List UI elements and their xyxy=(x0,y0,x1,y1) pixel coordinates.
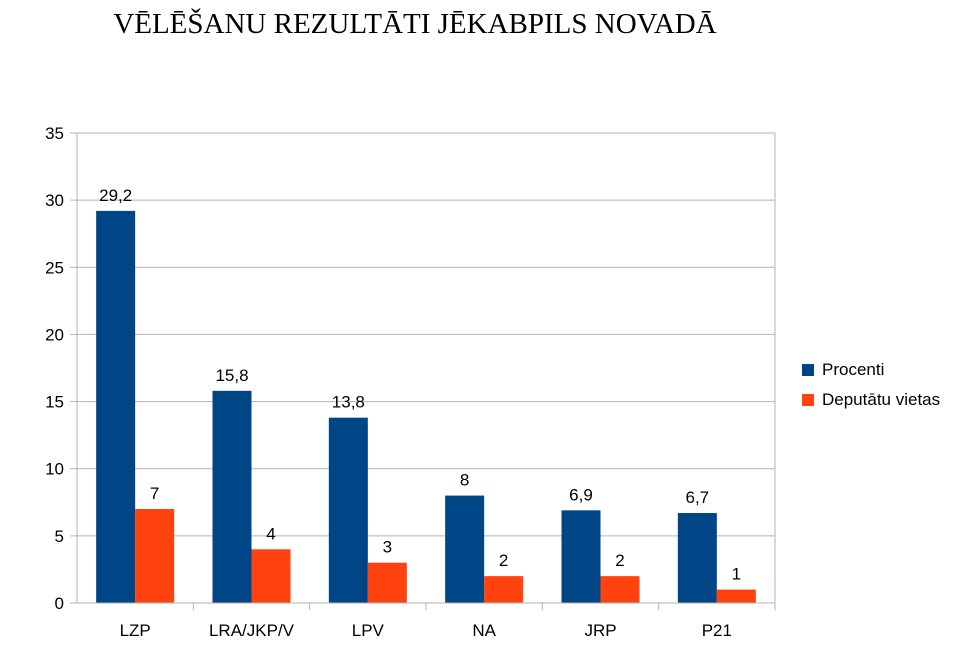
bar-deputatu-vietas xyxy=(251,549,291,603)
legend-item-procenti: Procenti xyxy=(802,355,940,385)
x-tick-label: LPV xyxy=(352,621,385,640)
y-tick-label: 25 xyxy=(45,258,64,277)
bar-deputatu-vietas xyxy=(716,589,756,603)
bar-procenti xyxy=(328,417,368,603)
x-tick-label: LZP xyxy=(120,621,151,640)
legend-swatch-procenti xyxy=(802,364,814,376)
x-tick-label: JRP xyxy=(584,621,616,640)
y-tick-label: 30 xyxy=(45,191,64,210)
x-tick-label: P21 xyxy=(702,621,732,640)
data-label: 2 xyxy=(615,551,624,570)
bar-deputatu-vietas xyxy=(484,576,524,603)
data-label: 15,8 xyxy=(215,366,248,385)
x-axis-ticks: LZP LRA/JKP/V LPV NA JRP P21 xyxy=(77,602,775,640)
legend-label-procenti: Procenti xyxy=(822,360,885,379)
data-labels: 29,2 7 15,8 4 13,8 3 8 2 6,9 2 6,7 1 xyxy=(99,186,741,584)
x-tick-label: NA xyxy=(472,621,496,640)
bar-procenti xyxy=(677,513,717,603)
y-tick-label: 15 xyxy=(45,393,64,412)
bar-procenti xyxy=(561,510,601,603)
y-tick-label: 10 xyxy=(45,460,64,479)
y-tick-label: 35 xyxy=(45,124,64,143)
data-label: 4 xyxy=(266,524,275,543)
data-label: 2 xyxy=(499,551,508,570)
chart-title: VĒLĒŠANU REZULTĀTI JĒKABPILS NOVADĀ xyxy=(113,8,717,40)
data-label: 6,9 xyxy=(569,485,593,504)
data-label: 6,7 xyxy=(686,488,710,507)
grid-layer xyxy=(70,132,776,610)
y-axis-ticks: 0 5 10 15 20 25 30 35 xyxy=(45,124,64,613)
data-label: 3 xyxy=(383,538,392,557)
data-label: 1 xyxy=(732,565,741,584)
legend: Procenti Deputātu vietas xyxy=(802,355,940,415)
bar-procenti xyxy=(445,495,485,603)
y-tick-label: 20 xyxy=(45,325,64,344)
legend-item-deputatu-vietas: Deputātu vietas xyxy=(802,385,940,415)
bar-procenti xyxy=(96,210,136,603)
data-label: 8 xyxy=(460,471,469,490)
bar-deputatu-vietas xyxy=(367,562,407,603)
y-tick-label: 5 xyxy=(55,527,64,546)
bar-procenti xyxy=(212,390,252,603)
bar-deputatu-vietas xyxy=(135,509,175,603)
data-label: 7 xyxy=(150,484,159,503)
bars xyxy=(96,210,756,603)
y-tick-label: 0 xyxy=(55,594,64,613)
bar-deputatu-vietas xyxy=(600,576,640,603)
x-tick-label: LRA/JKP/V xyxy=(209,621,295,640)
legend-swatch-deputatu-vietas xyxy=(802,394,814,406)
legend-label-deputatu-vietas: Deputātu vietas xyxy=(822,390,941,409)
data-label: 13,8 xyxy=(332,393,365,412)
data-label: 29,2 xyxy=(99,186,132,205)
